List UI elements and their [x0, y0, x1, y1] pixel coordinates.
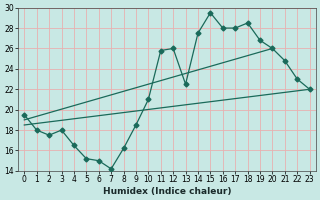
- X-axis label: Humidex (Indice chaleur): Humidex (Indice chaleur): [103, 187, 231, 196]
